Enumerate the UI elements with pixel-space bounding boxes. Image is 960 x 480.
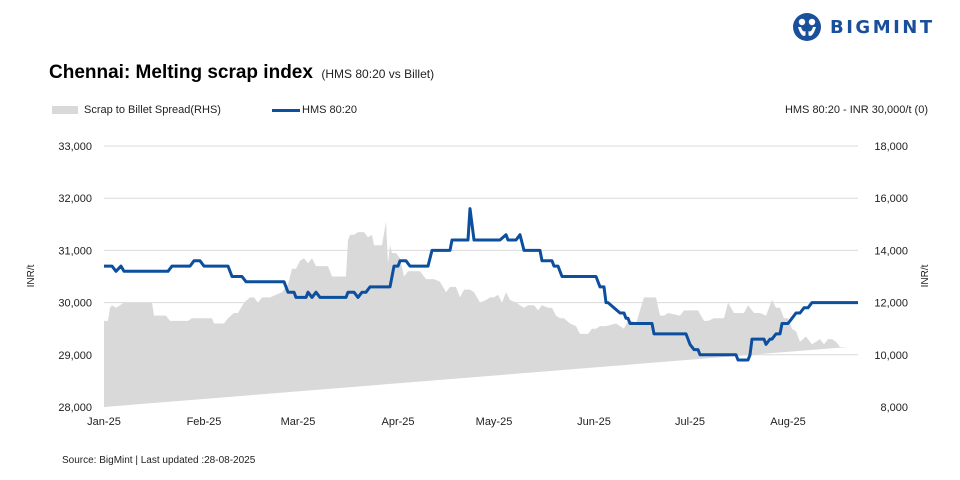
y-axis-left-label: INR/t [26,264,37,287]
legend-label-hms: HMS 80:20 [302,104,358,116]
legend-label-spread: Scrap to Billet Spread(RHS) [84,104,221,116]
x-tick: Feb-25 [187,416,222,428]
chart-title-sub: (HMS 80:20 vs Billet) [321,67,435,81]
source-note: Source: BigMint | Last updated :28-08-20… [62,455,256,466]
y-tick-right: 18,000 [874,141,908,153]
y-tick-left: 30,000 [58,298,92,310]
x-tick: Jul-25 [675,416,705,428]
y-tick-right: 16,000 [874,193,908,205]
legend-item-spread: Scrap to Billet Spread(RHS) [52,104,221,116]
logo-text: BIGMINT [830,16,935,38]
legend-line-swatch [272,108,300,112]
x-tick: Mar-25 [281,416,316,428]
hms-line [104,207,858,362]
y-tick-right: 12,000 [874,298,908,310]
x-tick: Jun-25 [577,416,611,428]
bigmint-people-icon [793,13,821,41]
chart-title: Chennai: Melting scrap index (HMS 80:20 … [49,62,434,84]
y-tick-left: 33,000 [58,141,92,153]
y-tick-right: 10,000 [874,350,908,362]
y-tick-right: 14,000 [874,245,908,257]
y-tick-left: 31,000 [58,245,92,257]
spread-area [104,221,848,407]
x-tick: May-25 [476,416,513,428]
y-axis-right-label: INR/t [920,264,931,287]
y-axis-right: 8,000 10,000 12,000 14,000 16,000 18,000 [874,141,908,414]
legend-area-swatch [52,106,78,114]
x-axis: Jan-25 Feb-25 Mar-25 Apr-25 May-25 Jun-25 Jul-… [87,416,806,428]
y-tick-left: 28,000 [58,402,92,414]
reference-note: HMS 80:20 - INR 30,000/t (0) [784,104,928,116]
y-tick-left: 32,000 [58,193,92,205]
legend-item-hms: HMS 80:20 [272,104,357,116]
x-tick: Aug-25 [770,416,805,428]
bigmint-logo: BIGMINT [792,12,935,42]
y-axis-left: 28,000 29,000 30,000 31,000 32,000 33,000 [58,141,92,414]
y-tick-right: 8,000 [880,402,908,414]
y-tick-left: 29,000 [58,350,92,362]
x-tick: Apr-25 [381,416,414,428]
x-tick: Jan-25 [87,416,121,428]
chart-title-main: Chennai: Melting scrap index [49,62,313,83]
